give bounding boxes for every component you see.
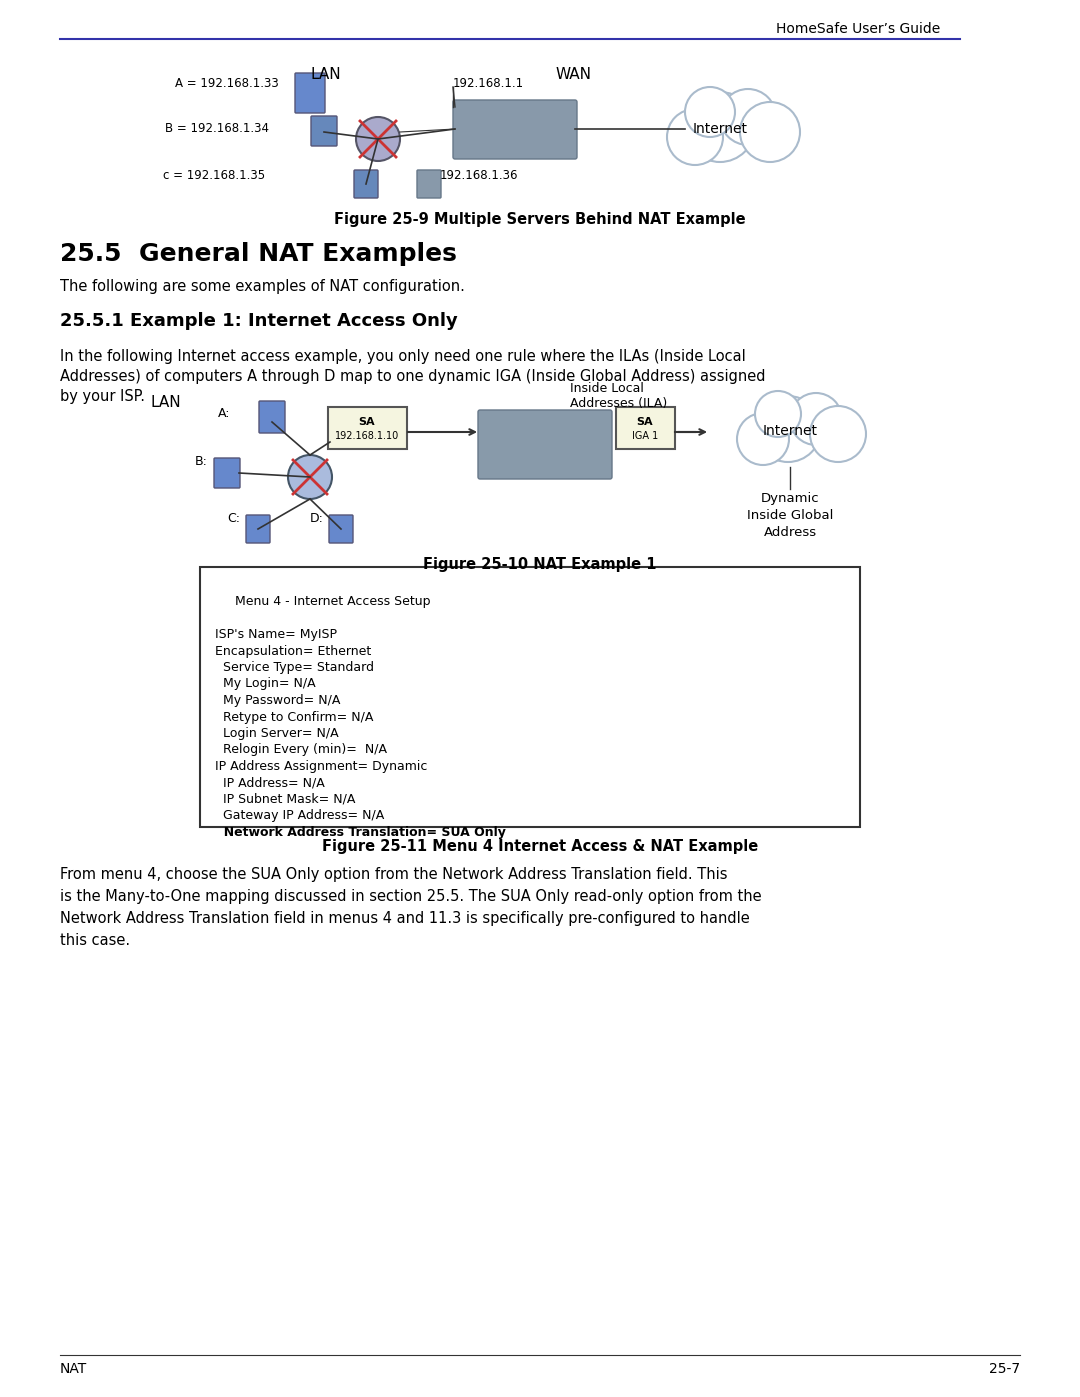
- Circle shape: [356, 117, 400, 161]
- Text: My Login= N/A: My Login= N/A: [215, 678, 315, 690]
- Text: The following are some examples of NAT configuration.: The following are some examples of NAT c…: [60, 279, 464, 293]
- Text: D:: D:: [310, 511, 324, 525]
- Text: My Password= N/A: My Password= N/A: [215, 694, 340, 707]
- Text: Network Address Translation field in menus 4 and 11.3 is specifically pre-config: Network Address Translation field in men…: [60, 911, 750, 926]
- Text: C:: C:: [227, 511, 240, 525]
- Circle shape: [720, 89, 777, 145]
- Circle shape: [755, 395, 821, 462]
- Text: this case.: this case.: [60, 933, 130, 949]
- FancyBboxPatch shape: [311, 116, 337, 147]
- Circle shape: [810, 407, 866, 462]
- FancyBboxPatch shape: [214, 458, 240, 488]
- FancyBboxPatch shape: [295, 73, 325, 113]
- Text: 25.5.1 Example 1: Internet Access Only: 25.5.1 Example 1: Internet Access Only: [60, 312, 458, 330]
- FancyBboxPatch shape: [328, 407, 407, 448]
- Text: 25-7: 25-7: [989, 1362, 1020, 1376]
- Circle shape: [789, 393, 842, 446]
- FancyBboxPatch shape: [329, 515, 353, 543]
- Text: Relogin Every (min)=  N/A: Relogin Every (min)= N/A: [215, 743, 387, 757]
- Circle shape: [755, 391, 801, 437]
- FancyBboxPatch shape: [354, 170, 378, 198]
- Text: From menu 4, choose the SUA Only option from the Network Address Translation fie: From menu 4, choose the SUA Only option …: [60, 868, 728, 882]
- FancyBboxPatch shape: [453, 101, 577, 159]
- Text: 25.5  General NAT Examples: 25.5 General NAT Examples: [60, 242, 457, 265]
- Text: Figure 25-10 NAT Example 1: Figure 25-10 NAT Example 1: [423, 557, 657, 571]
- Text: WAN: WAN: [555, 67, 591, 82]
- Text: Figure 25-9 Multiple Servers Behind NAT Example: Figure 25-9 Multiple Servers Behind NAT …: [334, 212, 746, 226]
- Circle shape: [667, 109, 723, 165]
- Text: Internet: Internet: [762, 425, 818, 439]
- Text: LAN: LAN: [310, 67, 340, 82]
- Circle shape: [685, 87, 735, 137]
- Text: Network Address Translation= SUA Only: Network Address Translation= SUA Only: [215, 826, 505, 840]
- Text: 192.168.1.10: 192.168.1.10: [335, 432, 400, 441]
- Text: c = 192.168.1.35: c = 192.168.1.35: [163, 169, 265, 182]
- Text: NAT: NAT: [60, 1362, 87, 1376]
- FancyBboxPatch shape: [478, 409, 612, 479]
- FancyBboxPatch shape: [200, 567, 860, 827]
- Circle shape: [685, 92, 755, 162]
- Text: Service Type= Standard: Service Type= Standard: [215, 661, 374, 673]
- Text: HomeSafe User’s Guide: HomeSafe User’s Guide: [775, 22, 940, 36]
- Text: 192.168.1.1: 192.168.1.1: [453, 77, 524, 89]
- Text: IGA 1: IGA 1: [632, 432, 658, 441]
- Text: IP Subnet Mask= N/A: IP Subnet Mask= N/A: [215, 793, 355, 806]
- Text: A = 192.168.1.33: A = 192.168.1.33: [175, 77, 279, 89]
- Text: Addresses (ILA): Addresses (ILA): [570, 397, 667, 409]
- Text: Inside Global: Inside Global: [746, 509, 833, 522]
- Text: by your ISP.: by your ISP.: [60, 388, 145, 404]
- Text: Address: Address: [764, 527, 816, 539]
- Text: A:: A:: [218, 407, 230, 420]
- Text: Encapsulation= Ethernet: Encapsulation= Ethernet: [215, 644, 372, 658]
- Text: Dynamic: Dynamic: [760, 492, 820, 504]
- Text: B = 192.168.1.34: B = 192.168.1.34: [165, 122, 269, 136]
- FancyBboxPatch shape: [259, 401, 285, 433]
- Text: Login Server= N/A: Login Server= N/A: [215, 726, 339, 740]
- Text: SA: SA: [359, 416, 376, 427]
- Text: IP Address= N/A: IP Address= N/A: [215, 777, 325, 789]
- Text: SA: SA: [637, 416, 653, 427]
- FancyBboxPatch shape: [417, 170, 441, 198]
- FancyBboxPatch shape: [616, 407, 675, 448]
- Text: LAN: LAN: [150, 395, 180, 409]
- Text: B:: B:: [195, 455, 207, 468]
- Text: Retype to Confirm= N/A: Retype to Confirm= N/A: [215, 711, 374, 724]
- Text: In the following Internet access example, you only need one rule where the ILAs : In the following Internet access example…: [60, 349, 746, 365]
- Circle shape: [737, 414, 789, 465]
- Text: Gateway IP Address= N/A: Gateway IP Address= N/A: [215, 809, 384, 823]
- FancyBboxPatch shape: [246, 515, 270, 543]
- Text: Internet: Internet: [692, 122, 747, 136]
- Text: ISP's Name= MyISP: ISP's Name= MyISP: [215, 629, 337, 641]
- Text: Menu 4 - Internet Access Setup: Menu 4 - Internet Access Setup: [215, 595, 431, 608]
- Circle shape: [740, 102, 800, 162]
- Text: Inside Local: Inside Local: [570, 381, 644, 395]
- Text: Figure 25-11 Menu 4 Internet Access & NAT Example: Figure 25-11 Menu 4 Internet Access & NA…: [322, 840, 758, 854]
- Text: IP Address Assignment= Dynamic: IP Address Assignment= Dynamic: [215, 760, 428, 773]
- Text: is the Many-to-One mapping discussed in section 25.5. The SUA Only read-only opt: is the Many-to-One mapping discussed in …: [60, 888, 761, 904]
- Circle shape: [288, 455, 332, 499]
- Text: 192.168.1.36: 192.168.1.36: [440, 169, 518, 182]
- Text: Addresses) of computers A through D map to one dynamic IGA (Inside Global Addres: Addresses) of computers A through D map …: [60, 369, 766, 384]
